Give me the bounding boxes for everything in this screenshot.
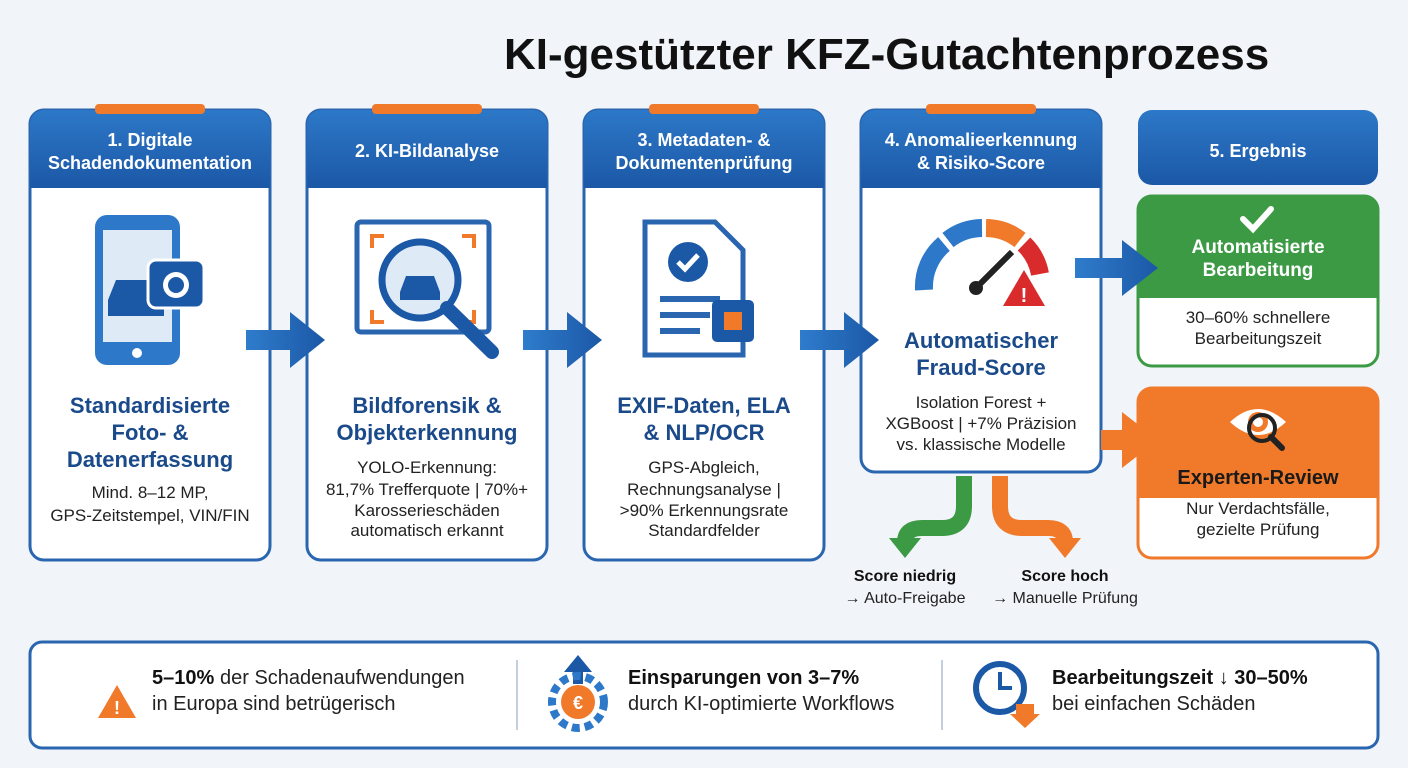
- stat-text: in Europa sind betrügerisch: [152, 693, 396, 715]
- clock-icon: [973, 661, 1040, 728]
- stat-highlight: 5–10%: [152, 667, 215, 689]
- stat-text: durch KI-optimierte Workflows: [628, 693, 895, 715]
- step-heading: Objekterkennung: [336, 419, 518, 445]
- expert-title: Experten-Review: [1177, 467, 1339, 489]
- step-heading: Fraud-Score: [916, 354, 1046, 380]
- step-text: Isolation Forest +: [915, 393, 1047, 412]
- step-text: GPS-Zeitstempel, VIN/FIN: [50, 506, 250, 525]
- stat-dividers: [516, 660, 943, 730]
- step-heading: Standardisierte: [69, 392, 231, 418]
- stat-highlight: Einsparungen von 3–7%: [628, 667, 860, 689]
- stats-bar: [28, 640, 1380, 750]
- step-text: XGBoost | +7% Präzision: [885, 414, 1077, 433]
- branch-text: → Auto-Freigabe: [844, 590, 966, 607]
- step-header: 1. Digitale: [107, 130, 193, 150]
- step-text: YOLO-Erkennung:: [357, 458, 497, 477]
- branch-label: Score niedrig: [853, 568, 957, 585]
- expert-text: gezielte Prüfung: [1196, 520, 1320, 539]
- auto-title: Automatisierte: [1191, 237, 1325, 258]
- gauge-icon: !: [914, 219, 1049, 307]
- orange-tabs: [95, 104, 1036, 114]
- savings-icon: €: [548, 655, 608, 732]
- money-icon: !: [98, 685, 136, 718]
- step-heading: Automatischer: [903, 327, 1059, 353]
- auto-title: Bearbeitung: [1202, 260, 1314, 281]
- svg-text:!: !: [1021, 285, 1028, 307]
- step-text: automatisch erkannt: [350, 521, 504, 540]
- step-text: Mind. 8–12 MP,: [91, 483, 209, 502]
- stat-highlight: Bearbeitungszeit ↓ 30–50%: [1052, 667, 1308, 689]
- stat-text: der Schadenaufwendungen: [220, 667, 465, 689]
- step-text: 81,7% Trefferquote | 70%+: [325, 480, 529, 499]
- step-text: GPS-Abgleich,: [648, 458, 760, 477]
- auto-text: 30–60% schnellere: [1185, 308, 1331, 327]
- step-header: Dokumentenprüfung: [615, 153, 793, 173]
- step-header: 2. KI-Bildanalyse: [354, 141, 500, 161]
- stat-text: bei einfachen Schäden: [1052, 693, 1256, 715]
- result-boxes: [1136, 194, 1380, 560]
- step-header: 3. Metadaten- &: [637, 130, 771, 150]
- phone-icon: [95, 215, 206, 365]
- step-text: Karosserieschäden: [354, 501, 500, 520]
- step-heading: EXIF-Daten, ELA: [617, 392, 791, 418]
- step-header: & Risiko-Score: [916, 153, 1046, 173]
- page-title: KI-gestützter KFZ-Gutachtenprozess: [504, 30, 1270, 79]
- branch-arrows: [889, 476, 1081, 558]
- analysis-icon: [354, 219, 499, 359]
- flow-arrows: [246, 240, 1158, 368]
- step-heading: & NLP/OCR: [643, 419, 765, 445]
- expert-text: Nur Verdachtsfälle,: [1186, 499, 1330, 518]
- step-text: Rechnungsanalyse |: [627, 480, 781, 499]
- step-heading: Datenerfassung: [66, 446, 234, 472]
- svg-text:!: !: [114, 698, 120, 718]
- step-text: >90% Erkennungsrate: [619, 501, 789, 520]
- result-header: 5. Ergebnis: [1209, 141, 1307, 161]
- expert-arrow: [1101, 412, 1158, 468]
- auto-text: Bearbeitungszeit: [1194, 329, 1322, 348]
- branch-label: Score hoch: [1021, 568, 1109, 585]
- branch-text: → Manuelle Prüfung: [992, 590, 1138, 607]
- step-text: vs. klassische Modelle: [896, 435, 1066, 454]
- step-heading: Foto- &: [111, 419, 189, 445]
- step-text: Standardfelder: [648, 521, 760, 540]
- step-header: Schadendokumentation: [47, 153, 253, 173]
- card-headers: [30, 110, 1378, 188]
- eye-icon: [1230, 409, 1286, 451]
- step-header: 4. Anomalieerkennung: [884, 130, 1078, 150]
- step-heading: Bildforensik &: [352, 392, 502, 418]
- svg-text:€: €: [573, 693, 583, 713]
- document-icon: [642, 219, 754, 358]
